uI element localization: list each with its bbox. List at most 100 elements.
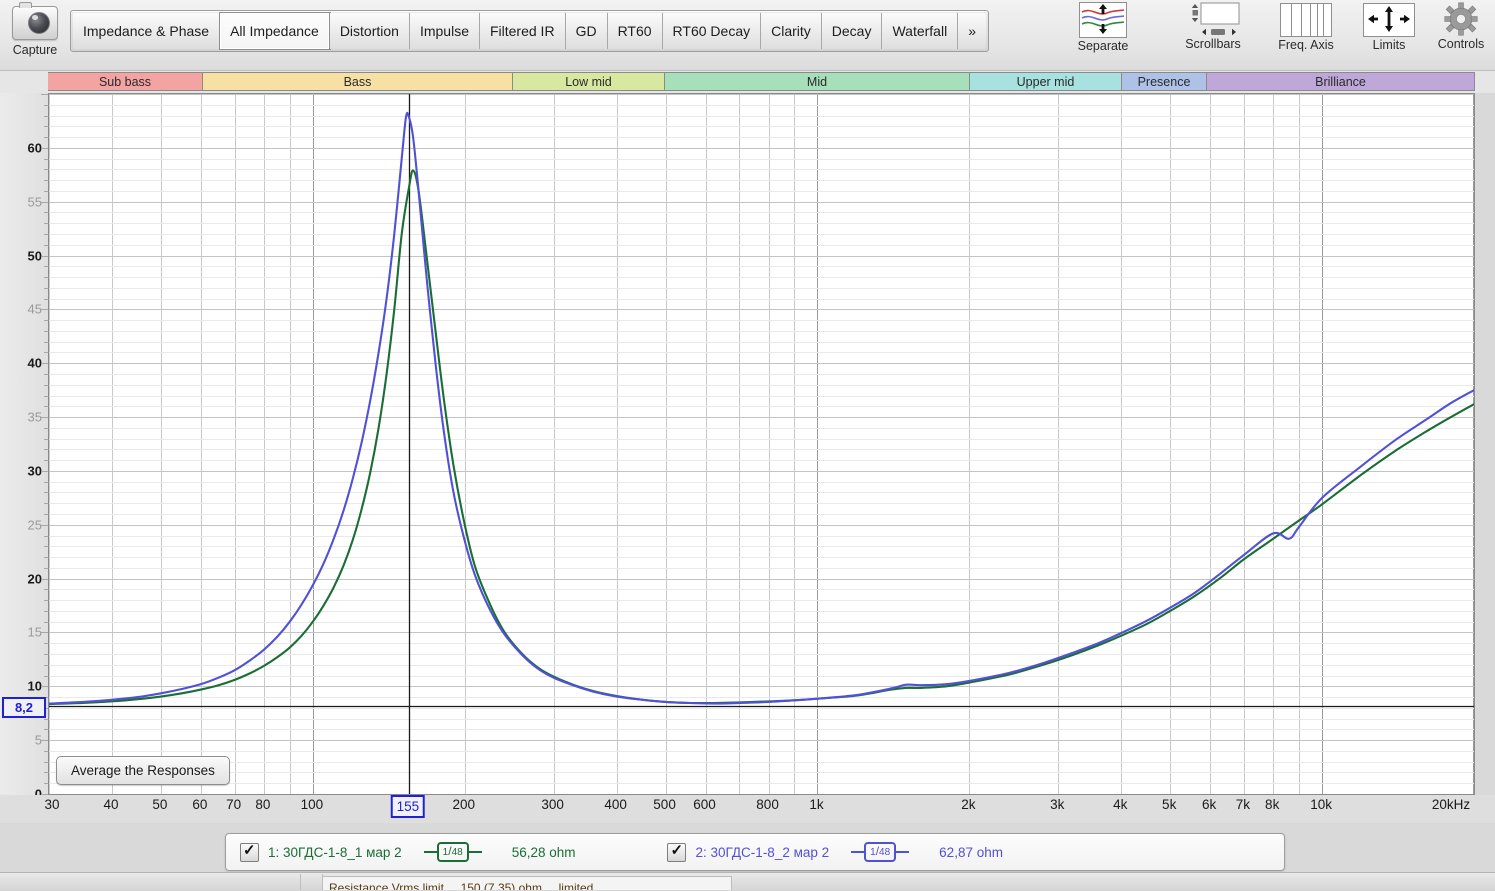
y-tick-mark [41,309,48,311]
controls-button[interactable]: Controls [1428,1,1494,51]
y-tick-mark [41,578,48,580]
x-tick-label: 2k [961,797,976,812]
legend-checkbox-2[interactable] [667,841,687,862]
y-tick-mark [41,147,48,149]
scrollbars-icon [1187,2,1240,36]
y-tick-mark [44,374,48,375]
legend-line-left-1 [423,851,437,853]
y-tick-mark [44,492,48,494]
y-tick-mark [44,180,48,182]
legend-checkbox-1[interactable] [240,841,259,862]
tab-rt60-decay[interactable]: RT60 Decay [662,13,762,49]
y-tick-mark [44,600,48,602]
x-tick-label: 5k [1162,797,1177,812]
tab-waterfall[interactable]: Waterfall [882,13,959,49]
view-tab-strip[interactable]: Impedance & Phase All Impedance Distortion… [70,10,989,52]
tab-filtered-ir[interactable]: Filtered IR [479,13,566,49]
legend-value-1: 56,28 ohm [511,844,576,860]
legend-line-right-1 [468,851,482,853]
series-line-2 [49,111,1474,705]
y-tick-mark [44,567,48,569]
tab-clarity[interactable]: Clarity [761,13,822,49]
limits-button[interactable]: Limits [1358,1,1420,52]
smoothing-value-1[interactable]: 1/48 [436,842,469,862]
legend-item-1[interactable]: 1: 30ГДС-1-8_1 мар 2 1/48 56,28 ohm [226,834,575,870]
frequency-axis-button[interactable]: Freq. Axis [1268,1,1344,52]
legend-item-2[interactable]: 2: 30ГДС-1-8_2 мар 2 1/48 62,87 ohm [653,834,1003,870]
chart-area: 8,2 0 5 10 15 20 25 30 35 40 45 50 55 60 Average the… [0,93,1495,802]
tab-gd[interactable]: GD [565,13,608,49]
smoothing-value-2[interactable]: 1/48 [864,842,897,862]
smoothing-control-2[interactable]: 1/48 [851,842,910,862]
x-tick-label: 7k [1235,797,1251,812]
y-tick-mark [44,212,48,214]
tab-rt60[interactable]: RT60 [607,13,663,49]
y-tick-mark [44,449,48,451]
smoothing-slash-1: / [448,844,452,858]
y-tick-mark [44,190,48,192]
tab-impedance-phase[interactable]: Impedance & Phase [73,13,221,49]
capture-button[interactable]: Capture [6,2,64,57]
frequency-axis-label: Freq. Axis [1278,38,1334,52]
smoothing-denominator-1: 48 [451,847,463,858]
smoothing-slash-2: / [875,844,880,858]
y-tick-mark [44,621,48,623]
y-tick-mark [41,94,48,95]
y-tick-mark [44,460,48,462]
y-tick-mark [41,740,48,742]
tab-all-impedance[interactable]: All Impedance [220,13,330,49]
band-presence: Presence [1122,72,1207,91]
main-toolbar: Capture Impedance & Phase All Impedance Di… [0,0,1495,71]
y-tick-mark [44,761,48,763]
scrollbars-button[interactable]: Scrollbars [1173,1,1253,51]
separate-traces-icon [1079,2,1127,38]
band-low-mid: Low mid [513,72,665,91]
y-tick-mark [44,750,48,752]
y-tick-mark [44,115,48,117]
band-mid: Mid [665,72,970,91]
separate-label: Separate [1077,39,1129,53]
y-tick-mark [44,664,48,666]
x-tick-label: 400 [604,797,627,812]
x-axis[interactable]: 155 30 40 50 60 70 80 100 200 300 400 500 600 800 1k 2… [0,795,1495,823]
y-tick-mark [41,363,48,365]
legend-line-left-2 [851,851,865,853]
y-tick-mark [44,104,48,106]
y-tick-mark [44,643,48,645]
tab-impulse[interactable]: Impulse [409,13,480,49]
y-tick-mark [41,524,48,526]
y-tick-label: 25 [27,517,42,533]
x-tick-label: 200 [452,797,476,812]
separate-button[interactable]: Separate [1068,1,1138,53]
impedance-plot[interactable] [48,93,1475,795]
y-tick-mark [44,481,48,483]
legend-label-2: 2: 30ГДС-1-8_2 мар 2 [695,844,830,860]
capture-label: Capture [12,43,58,57]
x-tick-label: 6k [1202,797,1217,812]
tab-[interactable]: » [958,13,986,49]
status-divider-left [300,874,301,890]
y-tick-label: 15 [27,624,42,640]
x-tick-label: 300 [541,797,564,812]
y-tick-mark [44,244,48,246]
band-bass: Bass [203,72,513,91]
y-tick-mark [44,384,48,386]
y-axis[interactable]: 8,2 0 5 10 15 20 25 30 35 40 45 50 55 60 [0,93,48,802]
average-the-responses-button[interactable]: Average the Responses [56,756,230,785]
y-tick-mark [44,320,48,322]
y-tick-mark [44,395,48,397]
camera-icon [12,2,58,42]
y-tick-mark [44,697,48,699]
status-message: Resistance Vrms limit ... 150 (7,35) ohm… [322,876,732,890]
y-tick-mark [44,783,48,785]
smoothing-numerator-2: 1 [870,847,876,858]
smoothing-control-1[interactable]: 1/48 [423,842,482,862]
tab-distortion[interactable]: Distortion [329,13,410,49]
y-tick-label: 35 [27,409,42,425]
y-tick-label: 0 [34,786,42,802]
x-tick-label: 50 [152,797,168,812]
tab-decay[interactable]: Decay [821,13,883,49]
legend-value-2: 62,87 ohm [939,844,1003,860]
y-tick-mark [44,718,48,720]
